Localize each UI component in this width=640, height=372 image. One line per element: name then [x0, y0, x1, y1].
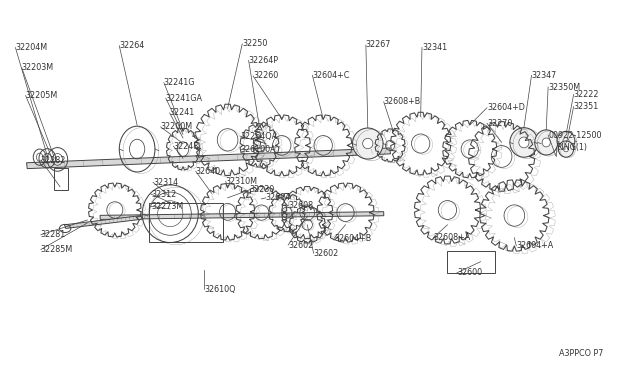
Text: 32205M: 32205M: [26, 91, 58, 100]
Text: 32602: 32602: [314, 249, 339, 258]
Ellipse shape: [558, 141, 573, 157]
Text: 32351: 32351: [573, 102, 599, 111]
Text: 32264QA: 32264QA: [241, 132, 278, 141]
Text: 32241GA: 32241GA: [166, 94, 203, 103]
Text: 32604+D: 32604+D: [487, 103, 525, 112]
Bar: [149, 203, 223, 242]
Polygon shape: [26, 148, 390, 169]
Text: A3PPCO P7: A3PPCO P7: [559, 350, 604, 359]
Text: 32282: 32282: [41, 155, 67, 165]
Text: 32230: 32230: [250, 185, 275, 194]
Text: 32248: 32248: [173, 142, 198, 151]
Text: 32341: 32341: [422, 43, 447, 52]
Text: 32604+C: 32604+C: [312, 71, 349, 80]
Text: 32604+A: 32604+A: [516, 241, 554, 250]
Ellipse shape: [510, 128, 538, 157]
Text: 32604+B: 32604+B: [334, 234, 371, 243]
Text: 32608+A: 32608+A: [433, 233, 470, 242]
Text: 32260: 32260: [253, 71, 278, 80]
Bar: [447, 251, 495, 273]
Ellipse shape: [519, 137, 529, 148]
Bar: [54, 167, 68, 190]
Ellipse shape: [542, 138, 550, 147]
Ellipse shape: [535, 130, 557, 155]
Text: 32347: 32347: [532, 71, 557, 80]
Text: 32270: 32270: [487, 119, 513, 128]
Text: 32602: 32602: [288, 241, 314, 250]
Ellipse shape: [353, 128, 383, 159]
Text: 32241G: 32241G: [164, 78, 195, 87]
Text: 00922-12500: 00922-12500: [548, 131, 602, 140]
Text: 32241: 32241: [170, 108, 195, 118]
Text: 32314: 32314: [153, 178, 178, 187]
Text: 32604: 32604: [266, 193, 291, 202]
Text: 32640: 32640: [196, 167, 221, 176]
Text: 32610Q: 32610Q: [204, 285, 236, 294]
Text: 32264: 32264: [119, 41, 145, 50]
Text: 326100A: 326100A: [241, 145, 276, 154]
Text: 32264P: 32264P: [248, 56, 278, 65]
Text: 32203M: 32203M: [22, 63, 54, 72]
Polygon shape: [100, 212, 384, 219]
Ellipse shape: [557, 131, 575, 151]
Text: 32250: 32250: [243, 39, 268, 48]
Text: 32222: 32222: [573, 90, 599, 99]
Text: 32267: 32267: [366, 41, 391, 49]
Text: 32200M: 32200M: [161, 122, 193, 131]
Text: 32310M: 32310M: [226, 177, 258, 186]
Ellipse shape: [563, 146, 568, 152]
Text: 32285M: 32285M: [41, 245, 73, 254]
Polygon shape: [65, 216, 142, 228]
Text: 32600: 32600: [457, 268, 482, 277]
Text: 32608+B: 32608+B: [384, 97, 421, 106]
Text: 32608: 32608: [288, 201, 313, 210]
Text: 32312: 32312: [151, 190, 177, 199]
Text: 32273M: 32273M: [151, 202, 184, 211]
Text: 32204M: 32204M: [15, 43, 47, 52]
Text: 32281: 32281: [41, 230, 66, 239]
Text: RING(1): RING(1): [556, 143, 587, 152]
Ellipse shape: [563, 138, 569, 144]
Ellipse shape: [363, 138, 373, 149]
Text: 32350M: 32350M: [548, 83, 580, 92]
